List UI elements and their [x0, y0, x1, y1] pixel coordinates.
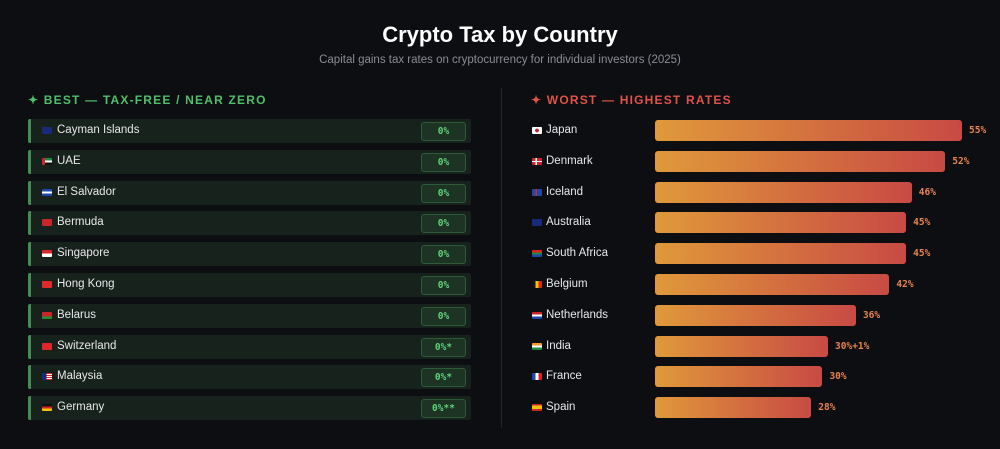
best-row: Hong Kong 0%	[28, 273, 471, 297]
best-row: Bermuda 0%	[28, 211, 471, 236]
worst-row: Belgium 42%	[531, 274, 991, 296]
country-name: Belgium	[546, 278, 588, 290]
flag-el-salvador-icon	[42, 188, 52, 196]
data-label: 45%	[913, 217, 931, 229]
data-label: 55%	[969, 125, 987, 136]
rate-badge: 0%	[421, 306, 466, 326]
flag-malaysia-icon	[42, 373, 52, 381]
bar	[655, 335, 829, 357]
rate-badge: 0%	[421, 276, 466, 295]
flag-iceland-icon	[532, 188, 542, 196]
flag-bermuda-icon	[42, 219, 52, 227]
rate-badge: 0%	[421, 214, 466, 234]
page-subtitle: Capital gains tax rates on cryptocurrenc…	[319, 54, 681, 66]
worst-row: Netherlands 36%	[531, 304, 991, 327]
country-name: France	[546, 370, 582, 383]
flag-germany-icon	[42, 404, 52, 412]
country-name: Bermuda	[57, 216, 104, 229]
best-row: Singapore 0%	[28, 242, 471, 267]
country-name: Denmark	[546, 154, 593, 167]
data-label: 30%+1%	[835, 340, 870, 352]
country-name: El Salvador	[57, 185, 116, 198]
data-label: 30%	[829, 371, 847, 383]
data-label: 46%	[918, 186, 936, 198]
flag-south-africa-icon	[532, 250, 542, 258]
worst-row: Australia 45%	[531, 212, 991, 234]
flag-belgium-icon	[532, 281, 542, 288]
data-label: 42%	[896, 279, 914, 290]
bar	[655, 366, 823, 388]
flag-india-icon	[532, 342, 542, 350]
country-name: Iceland	[546, 185, 584, 198]
country-name: India	[546, 339, 571, 352]
flag-spain-icon	[532, 404, 542, 412]
best-row: UAE 0%	[28, 149, 471, 174]
flag-cayman-islands-icon	[42, 127, 52, 134]
country-name: Singapore	[57, 247, 110, 260]
bar	[655, 181, 912, 203]
flag-singapore-icon	[42, 250, 52, 258]
bar	[655, 243, 907, 265]
best-row: Cayman Islands 0%	[28, 119, 471, 143]
best-row: Germany 0%**	[28, 396, 471, 421]
country-name: UAE	[57, 154, 81, 167]
rate-badge: 0%**	[421, 399, 466, 419]
best-row: Malaysia 0%*	[28, 365, 471, 390]
flag-switzerland-icon	[42, 342, 52, 350]
bar	[655, 150, 946, 172]
best-heading: ✦ BEST — TAX-FREE / NEAR ZERO	[28, 93, 267, 107]
worst-row: Spain 28%	[531, 397, 991, 419]
worst-row: France 30%	[531, 366, 991, 388]
rate-badge: 0%*	[421, 368, 466, 388]
worst-row: Japan 55%	[531, 120, 991, 142]
best-row: Belarus 0%	[28, 303, 471, 328]
country-name: Hong Kong	[57, 278, 115, 290]
bar	[655, 120, 962, 141]
bar	[655, 212, 907, 234]
country-name: South Africa	[546, 247, 609, 260]
worst-heading: ✦ WORST — HIGHEST RATES	[531, 93, 732, 107]
flag-hong-kong-icon	[42, 281, 52, 288]
country-name: Netherlands	[546, 308, 609, 321]
rate-badge: 0%*	[421, 337, 466, 357]
country-name: Australia	[546, 216, 591, 229]
worst-row: South Africa 45%	[531, 243, 991, 265]
flag-belarus-icon	[42, 311, 52, 319]
bar	[655, 304, 856, 326]
worst-row: Denmark 52%	[531, 150, 991, 173]
flag-netherlands-icon	[532, 311, 542, 319]
rate-badge: 0%	[421, 122, 466, 141]
divider	[501, 88, 502, 428]
flag-denmark-icon	[532, 157, 542, 165]
flag-australia-icon	[532, 219, 542, 227]
best-row: El Salvador 0%	[28, 180, 471, 205]
flag-uae-icon	[42, 157, 52, 165]
bar	[655, 274, 890, 295]
best-row: Switzerland 0%*	[28, 334, 471, 359]
rate-badge: 0%	[421, 245, 466, 265]
page-title: Crypto Tax by Country	[382, 22, 618, 47]
country-name: Switzerland	[57, 339, 117, 352]
data-label: 28%	[818, 402, 836, 414]
data-label: 36%	[862, 309, 881, 321]
flag-france-icon	[532, 373, 542, 381]
worst-row: Iceland 46%	[531, 181, 991, 204]
worst-row: India 30%+1%	[531, 335, 991, 358]
flag-japan-icon	[532, 127, 542, 134]
country-name: Belarus	[57, 308, 96, 321]
rate-badge: 0%	[421, 183, 466, 203]
country-name: Malaysia	[57, 370, 103, 383]
data-label: 45%	[913, 248, 931, 260]
country-name: Cayman Islands	[57, 124, 140, 136]
rate-badge: 0%	[421, 152, 466, 172]
bar	[655, 397, 812, 419]
country-name: Japan	[546, 124, 578, 136]
country-name: Germany	[57, 401, 105, 414]
data-label: 52%	[952, 155, 970, 167]
country-name: Spain	[546, 401, 576, 414]
